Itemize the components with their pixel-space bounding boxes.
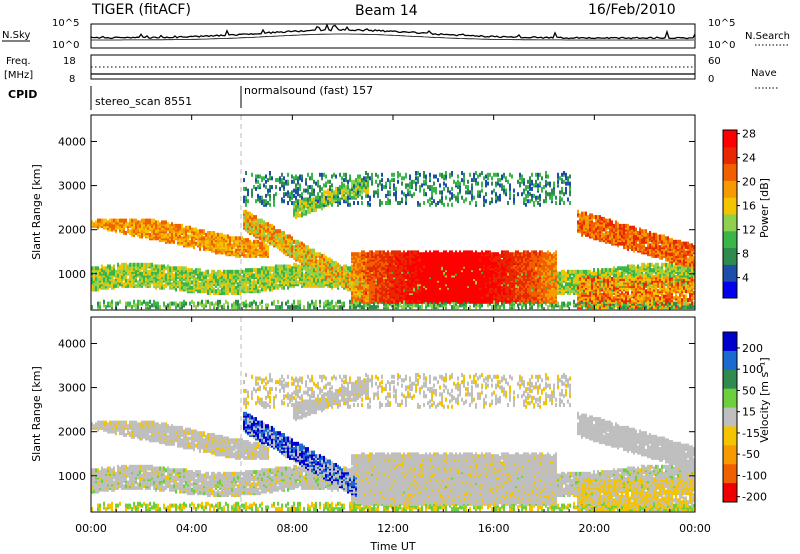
y-tick-label: 2000 xyxy=(58,224,86,237)
x-tick-label: 12:00 xyxy=(377,522,409,535)
colorbar-swatch xyxy=(723,445,737,465)
cpid-segment-2: normalsound (fast) 157 xyxy=(244,84,373,97)
colorbar-tick: -50 xyxy=(742,448,760,461)
x-axis: 00:00 04:00 08:00 12:00 16:00 20:00 00:00 xyxy=(75,115,711,535)
freq-panel: Freq. [MHz] 18 8 60 0 Nave xyxy=(4,54,778,89)
nsky-label: N.Sky xyxy=(2,30,30,41)
nsky-tick-top: 10^5 xyxy=(52,18,79,29)
nave-tick-bottom: 0 xyxy=(708,74,714,85)
x-tick-label: 04:00 xyxy=(176,522,208,535)
colorbar-swatch xyxy=(723,146,737,165)
colorbar-tick: 200 xyxy=(742,342,763,355)
colorbar-swatch xyxy=(723,407,737,427)
colorbar-swatch xyxy=(723,281,737,299)
cpid-segment-1: stereo_scan 8551 xyxy=(95,95,192,108)
colorbar-swatch xyxy=(723,180,737,198)
nave-tick-top: 60 xyxy=(708,56,721,67)
colorbar-swatch xyxy=(723,332,737,352)
power-ylabel: Slant Range [km] xyxy=(30,164,43,260)
velocity-colorbar-label: Velocity [m s⁻¹] xyxy=(758,357,771,442)
colorbar-swatch xyxy=(723,214,737,232)
x-tick-label: 00:00 xyxy=(75,522,107,535)
y-tick-label: 4000 xyxy=(58,135,86,148)
colorbar-tick: -200 xyxy=(742,491,767,504)
colorbar-tick: 24 xyxy=(742,152,756,165)
nsky-tick-bottom: 10^0 xyxy=(52,40,79,51)
freq-tick-top: 18 xyxy=(63,56,76,67)
colorbar-swatch xyxy=(723,230,737,249)
nsearch-label: N.Search xyxy=(745,31,790,42)
colorbar-tick: 28 xyxy=(742,128,756,141)
colorbar-tick: 8 xyxy=(742,248,749,261)
beam-title: Beam 14 xyxy=(355,3,418,19)
colorbar-tick: 4 xyxy=(742,272,749,285)
colorbar-tick: 100 xyxy=(742,363,763,376)
freq-label-1: Freq. xyxy=(6,56,31,67)
colorbar-swatch xyxy=(723,247,737,265)
colorbar-tick: 16 xyxy=(742,200,756,213)
nsky-panel: N.Sky 10^5 10^0 10^5 10^0 N.Search xyxy=(2,18,790,51)
colorbar-tick: -15 xyxy=(742,427,760,440)
nsearch-tick-bottom: 10^0 xyxy=(708,40,735,51)
colorbar-tick: 12 xyxy=(742,224,756,237)
date-title: 16/Feb/2010 xyxy=(588,2,676,18)
power-panel: 1000 2000 3000 4000 Slant Range [km] 4 8 12 16… xyxy=(30,114,771,311)
y-tick-label: 1000 xyxy=(58,268,86,281)
colorbar-swatch xyxy=(723,130,737,148)
y-tick-label: 3000 xyxy=(58,180,86,193)
velocity-panel: 1000 2000 3000 4000 Slant Range [km] 200 100… xyxy=(30,316,771,513)
freq-label-2: [MHz] xyxy=(4,70,33,81)
colorbar-swatch xyxy=(723,483,737,503)
colorbar-swatch xyxy=(723,163,737,181)
y-tick-label: 4000 xyxy=(58,337,86,350)
power-colorbar-label: Power [dB] xyxy=(758,178,771,238)
x-tick-label: 00:00 xyxy=(679,522,711,535)
colorbar-swatch xyxy=(723,388,737,409)
y-tick-label: 2000 xyxy=(58,426,86,439)
colorbar-tick: 50 xyxy=(742,384,756,397)
cpid-label: CPID xyxy=(8,88,37,101)
colorbar-swatch xyxy=(723,369,737,390)
x-axis-label: Time UT xyxy=(369,540,415,553)
radar-title: TIGER (fitACF) xyxy=(91,2,191,18)
x-tick-label: 16:00 xyxy=(478,522,510,535)
x-tick-label: 20:00 xyxy=(578,522,610,535)
velocity-ylabel: Slant Range [km] xyxy=(30,366,43,462)
freq-tick-bottom: 8 xyxy=(69,74,75,85)
colorbar-tick: -100 xyxy=(742,469,767,482)
colorbar-swatch xyxy=(723,350,737,371)
x-tick-label: 08:00 xyxy=(276,522,308,535)
cpid-panel: CPID stereo_scan 8551 normalsound (fast)… xyxy=(8,84,373,110)
colorbar-tick: 15 xyxy=(742,406,756,419)
colorbar-swatch xyxy=(723,197,737,215)
colorbar-swatch xyxy=(723,464,737,484)
nave-label: Nave xyxy=(751,68,777,79)
colorbar-swatch xyxy=(723,426,737,446)
colorbar-swatch xyxy=(723,264,737,282)
y-tick-label: 3000 xyxy=(58,382,86,395)
colorbar-tick: 20 xyxy=(742,176,756,189)
nsearch-tick-top: 10^5 xyxy=(708,18,735,29)
y-tick-label: 1000 xyxy=(58,470,86,483)
